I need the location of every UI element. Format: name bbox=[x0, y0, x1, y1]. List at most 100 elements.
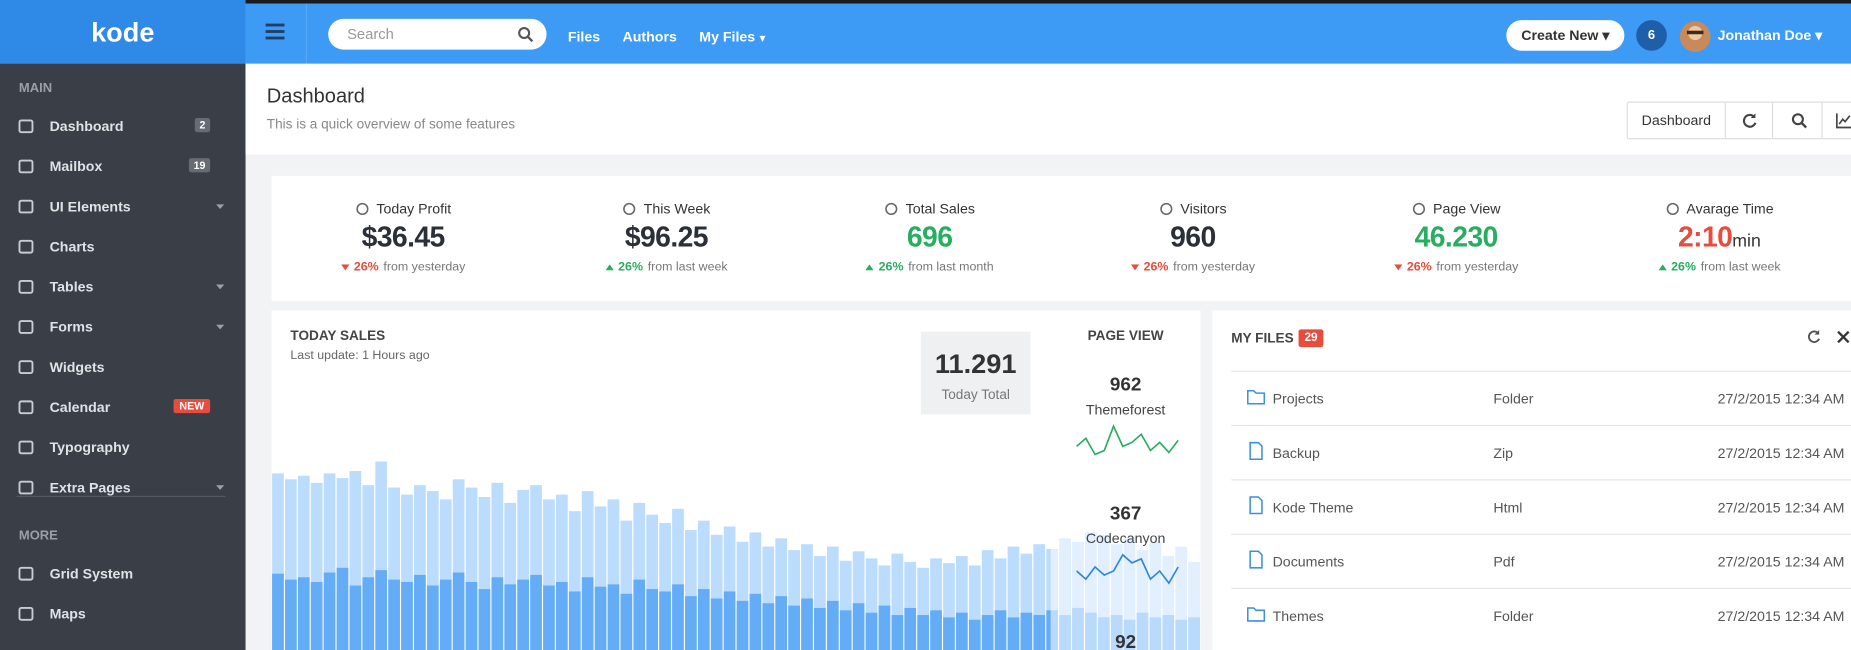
menu-item[interactable]: Calendar NEW bbox=[0, 390, 246, 425]
bar bbox=[414, 574, 426, 650]
search-icon[interactable] bbox=[517, 26, 534, 43]
notification-badge[interactable]: 6 bbox=[1636, 20, 1667, 51]
icon-shape bbox=[18, 280, 34, 294]
stat-value: 46.230 bbox=[1414, 221, 1499, 254]
refresh-button[interactable] bbox=[1741, 112, 1758, 129]
bar bbox=[336, 567, 349, 650]
bar bbox=[388, 487, 400, 650]
stat-label-row: Today Profit bbox=[272, 201, 535, 217]
icon-shape bbox=[18, 360, 34, 374]
sparkline-line bbox=[1076, 553, 1179, 585]
bar bbox=[362, 577, 375, 650]
nav-link[interactable]: My Files ▾ bbox=[699, 28, 765, 45]
create-button[interactable]: Create New ▾ bbox=[1506, 20, 1625, 51]
bar bbox=[594, 506, 607, 650]
bar bbox=[297, 475, 310, 650]
stat-value: 2:10 bbox=[1677, 221, 1733, 254]
bar bbox=[968, 619, 981, 650]
bar bbox=[826, 600, 839, 650]
bar bbox=[401, 494, 413, 650]
menu-icon bbox=[18, 440, 34, 455]
stat: Visitors 960 26% from yesterday bbox=[1061, 176, 1324, 301]
file-row[interactable]: Backup Zip 27/2/2015 12:34 AM bbox=[1231, 424, 1851, 480]
menu-item[interactable]: Dashboard 2 bbox=[0, 109, 246, 144]
file-row[interactable]: Projects Folder 27/2/2015 12:34 AM bbox=[1231, 370, 1851, 426]
menu-item[interactable]: UI Elements bbox=[0, 189, 246, 224]
bar bbox=[930, 558, 942, 650]
menu-item[interactable]: Extra Pages bbox=[0, 470, 246, 505]
icon-shape bbox=[18, 607, 34, 621]
stat: Today Profit $36.45 26% from yesterday bbox=[272, 176, 535, 301]
stat-label: Total Sales bbox=[905, 200, 975, 218]
stats-card: Today Profit $36.45 26% from yesterday This … bbox=[271, 175, 1851, 302]
breadcrumb-button[interactable]: Dashboard bbox=[1628, 102, 1726, 139]
file-icon bbox=[1249, 550, 1263, 569]
bar bbox=[801, 544, 813, 650]
bar bbox=[555, 494, 568, 650]
stat: Page View 46.230 26% from yesterday bbox=[1325, 176, 1588, 301]
stat-label-row: Total Sales bbox=[798, 200, 1061, 218]
menu-item[interactable]: Tables bbox=[0, 269, 246, 304]
file-row[interactable]: Documents Pdf 27/2/2015 12:34 AM bbox=[1231, 533, 1851, 589]
sparkline-line bbox=[1076, 424, 1179, 456]
bar bbox=[697, 589, 710, 650]
bar bbox=[723, 591, 736, 650]
search-box[interactable]: Search bbox=[328, 18, 547, 50]
stat-note-row: 26% from last week bbox=[1588, 260, 1851, 274]
bar bbox=[685, 596, 697, 650]
search-button[interactable] bbox=[1791, 112, 1808, 129]
menu-item[interactable]: Grid System bbox=[0, 556, 246, 591]
arrow bbox=[865, 263, 874, 270]
submenu-caret bbox=[216, 204, 225, 209]
file-icon bbox=[1249, 496, 1263, 515]
menu-item[interactable]: Forms bbox=[0, 309, 246, 344]
avatar[interactable] bbox=[1679, 20, 1712, 53]
nav-link[interactable]: Authors bbox=[623, 28, 677, 45]
stat-label-row: This Week bbox=[535, 201, 798, 217]
bar bbox=[272, 473, 284, 650]
menu-item[interactable]: Typography bbox=[0, 430, 246, 465]
menu-icon bbox=[18, 400, 34, 415]
chart-button[interactable] bbox=[1836, 112, 1851, 129]
stat-note-row: 26% from last month bbox=[798, 260, 1061, 274]
file-name: Kode Theme bbox=[1272, 499, 1354, 516]
menu-item[interactable]: Widgets bbox=[0, 349, 246, 384]
file-row[interactable]: Themes Folder 27/2/2015 12:34 AM bbox=[1231, 587, 1851, 643]
nav-link[interactable]: Files bbox=[568, 28, 600, 45]
icon-shape bbox=[18, 320, 34, 334]
icon-shape bbox=[18, 400, 34, 415]
menu-item[interactable]: Mailbox 19 bbox=[0, 149, 246, 184]
file-row[interactable]: Kode Theme Html 27/2/2015 12:34 AM bbox=[1231, 479, 1851, 534]
pv-label: Themeforest bbox=[1085, 401, 1166, 418]
logo[interactable]: kode bbox=[0, 0, 246, 64]
top-bar: Search Files Authors My Files ▾ Create New … bbox=[245, 0, 1851, 64]
bar bbox=[465, 581, 478, 650]
stat: This Week $96.25 26% from last week bbox=[535, 176, 798, 301]
refresh-button[interactable] bbox=[1806, 329, 1821, 344]
file-date: 27/2/2015 12:34 AM bbox=[1717, 499, 1845, 516]
menu-label: Tables bbox=[49, 278, 94, 296]
menu-item[interactable]: Maps bbox=[0, 596, 246, 631]
nav-label: Files bbox=[567, 28, 601, 45]
menu-item[interactable]: Charts bbox=[0, 229, 246, 264]
pv-value: 92 bbox=[1115, 632, 1137, 650]
close-button[interactable] bbox=[1837, 330, 1850, 344]
bar bbox=[452, 479, 465, 650]
menu-icon bbox=[18, 607, 34, 621]
bar bbox=[659, 522, 671, 650]
menu-badge: 19 bbox=[188, 158, 211, 173]
menu-toggle[interactable] bbox=[264, 21, 285, 42]
menu-label: Widgets bbox=[49, 358, 105, 376]
trend-arrow bbox=[1130, 263, 1139, 270]
stat-note: from last week bbox=[1700, 259, 1781, 274]
panel-subtitle: Last update: 1 Hours ago bbox=[290, 348, 430, 363]
bar bbox=[285, 479, 297, 650]
bar bbox=[801, 598, 813, 650]
user-menu[interactable]: Jonathan Doe ▾ bbox=[1717, 27, 1823, 44]
stat-label: Visitors bbox=[1180, 200, 1227, 218]
menu-icon bbox=[18, 159, 34, 174]
submenu-caret bbox=[216, 485, 225, 490]
bar bbox=[762, 603, 775, 650]
bar bbox=[375, 461, 388, 650]
stat-change: 26% bbox=[1671, 259, 1696, 274]
